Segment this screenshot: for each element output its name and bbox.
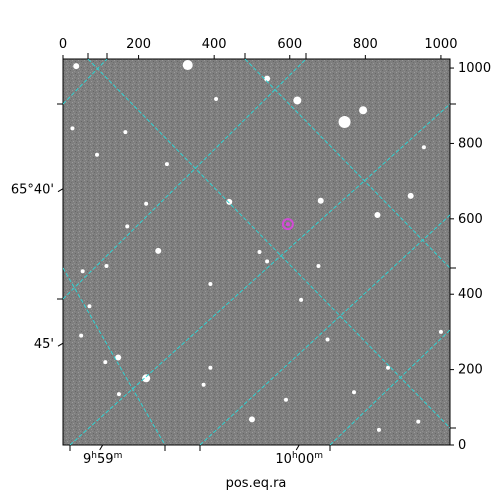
star-27 <box>248 416 255 423</box>
top-tick-label-4: 800 <box>353 37 378 52</box>
star-25 <box>201 382 206 387</box>
star-16 <box>80 269 85 274</box>
ra-tick-label-1: 10h00m <box>275 451 323 467</box>
grid-line-3 <box>199 214 450 445</box>
right-tick-label-3: 600 <box>458 212 483 227</box>
ra-tick-0 <box>99 444 104 451</box>
star-34 <box>257 250 262 254</box>
star-39 <box>386 365 391 370</box>
right-tick-label-5: 1000 <box>458 61 491 76</box>
coordinate-grid <box>63 59 450 445</box>
star-22 <box>79 333 84 338</box>
star-36 <box>70 126 75 131</box>
star-37 <box>421 145 426 150</box>
target-marker <box>281 218 294 231</box>
grid-line-7 <box>329 329 450 445</box>
star-9 <box>144 201 149 206</box>
star-19 <box>208 282 213 287</box>
star-17 <box>265 259 270 264</box>
dec-tick-1 <box>57 342 64 347</box>
star-1 <box>182 60 193 71</box>
right-tick-label-0: 0 <box>458 438 466 453</box>
star-30 <box>416 419 421 424</box>
star-31 <box>438 329 443 334</box>
star-20 <box>299 297 304 302</box>
star-32 <box>325 337 330 342</box>
star-8 <box>95 152 100 157</box>
ra-tick-label-0: 9h59m <box>83 451 122 467</box>
grid-line-6 <box>244 59 450 269</box>
star-2 <box>264 75 271 82</box>
right-tick-label-4: 800 <box>458 136 483 151</box>
star-29 <box>376 427 381 432</box>
star-14 <box>155 247 162 254</box>
star-5 <box>359 106 368 115</box>
star-21 <box>87 304 92 309</box>
marker-core <box>285 222 290 227</box>
top-tick-label-3: 600 <box>277 37 302 52</box>
image-frame <box>62 58 451 446</box>
star-11 <box>317 197 324 204</box>
top-tick-label-1: 200 <box>126 37 151 52</box>
star-23 <box>115 354 122 361</box>
x-axis-label: pos.eq.ra <box>226 476 287 491</box>
star-35 <box>164 162 169 167</box>
top-tick-label-0: 0 <box>59 37 67 52</box>
right-tick-label-2: 400 <box>458 287 483 302</box>
star-6 <box>214 96 219 101</box>
star-33 <box>283 397 288 402</box>
dec-tick-label-0: 65°40' <box>11 183 54 198</box>
star-12 <box>374 212 381 219</box>
grid-line-5 <box>87 59 450 429</box>
stars-layer <box>70 60 443 432</box>
grid-line-1 <box>63 59 307 300</box>
star-26 <box>116 392 121 397</box>
star-15 <box>104 263 109 268</box>
axes: 0 200 400 600 800 1000 0 200 400 600 800 1000 9h59m 1… <box>11 37 491 467</box>
star-28 <box>352 390 357 395</box>
grid-line-2 <box>69 103 450 445</box>
dec-tick-label-1: 45' <box>34 337 54 352</box>
star-41 <box>125 224 130 229</box>
top-tick-label-5: 1000 <box>424 37 457 52</box>
star-0 <box>73 63 80 70</box>
star-10 <box>226 198 233 205</box>
right-tick-label-1: 200 <box>458 363 483 378</box>
star-24 <box>142 374 151 383</box>
star-7 <box>123 130 128 135</box>
grid-line-0 <box>63 59 108 105</box>
star-13 <box>407 192 414 199</box>
star-38 <box>103 360 108 365</box>
star-4 <box>338 115 351 128</box>
star-40 <box>208 365 213 370</box>
star-18 <box>316 263 321 268</box>
ra-tick-1 <box>295 444 300 451</box>
top-tick-label-2: 400 <box>202 37 227 52</box>
grid-line-4 <box>63 267 166 445</box>
star-3 <box>293 96 302 105</box>
marker-circle <box>281 218 294 231</box>
dec-tick-0 <box>57 188 64 193</box>
